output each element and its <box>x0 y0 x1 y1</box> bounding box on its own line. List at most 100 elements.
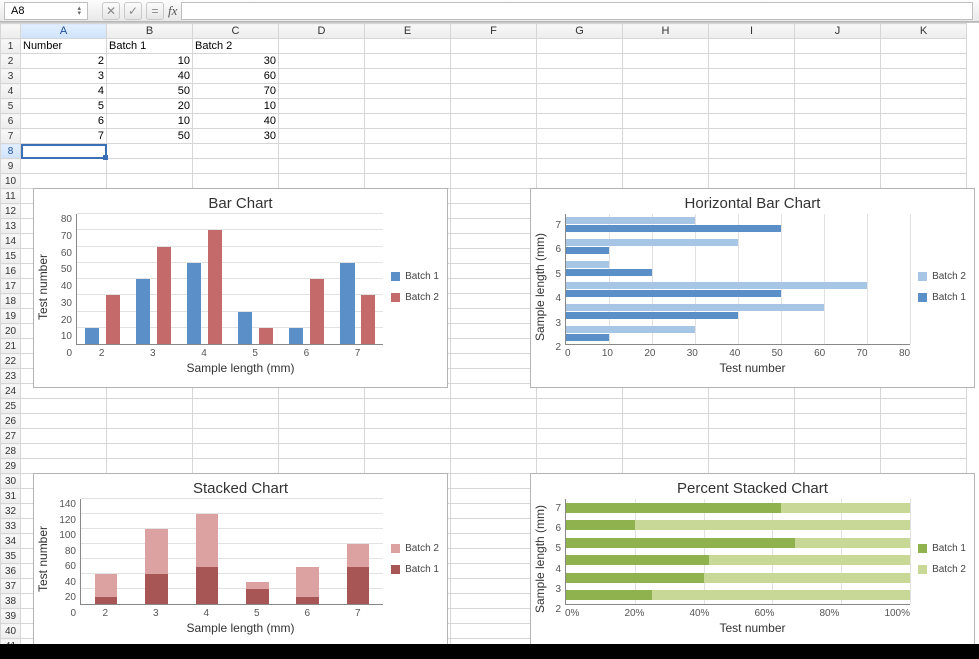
cell[interactable] <box>451 444 537 459</box>
cell[interactable] <box>881 129 967 144</box>
cell[interactable] <box>795 99 881 114</box>
cell[interactable] <box>365 114 451 129</box>
cell[interactable] <box>107 444 193 459</box>
cell[interactable]: Number <box>21 39 107 54</box>
cell[interactable] <box>623 99 709 114</box>
cell[interactable]: 6 <box>21 114 107 129</box>
row-header[interactable]: 7 <box>1 129 21 144</box>
cell[interactable] <box>709 429 795 444</box>
column-header[interactable]: B <box>107 24 193 39</box>
cell[interactable] <box>537 69 623 84</box>
row-header[interactable]: 32 <box>1 504 21 519</box>
cell[interactable] <box>451 459 537 474</box>
cell[interactable] <box>107 399 193 414</box>
cell[interactable] <box>623 39 709 54</box>
cell[interactable] <box>537 144 623 159</box>
cell[interactable] <box>193 444 279 459</box>
cell[interactable] <box>451 579 537 594</box>
row-header[interactable]: 22 <box>1 354 21 369</box>
cell[interactable] <box>451 384 537 399</box>
column-header[interactable]: K <box>881 24 967 39</box>
row-header[interactable]: 10 <box>1 174 21 189</box>
cell[interactable] <box>365 174 451 189</box>
cell[interactable] <box>279 144 365 159</box>
cell[interactable] <box>537 99 623 114</box>
cell[interactable]: 7 <box>21 129 107 144</box>
cell[interactable] <box>193 414 279 429</box>
cell[interactable] <box>451 624 537 639</box>
cell[interactable]: 10 <box>107 54 193 69</box>
cell[interactable] <box>365 444 451 459</box>
cell[interactable] <box>709 144 795 159</box>
accept-entry-button[interactable]: ✓ <box>124 2 142 20</box>
cell[interactable] <box>623 174 709 189</box>
cell[interactable] <box>451 204 537 219</box>
cell[interactable] <box>193 159 279 174</box>
cell[interactable] <box>279 159 365 174</box>
row-header[interactable]: 35 <box>1 549 21 564</box>
cell[interactable] <box>279 459 365 474</box>
row-header[interactable]: 2 <box>1 54 21 69</box>
cell[interactable] <box>795 459 881 474</box>
cell[interactable] <box>451 429 537 444</box>
cell[interactable] <box>107 459 193 474</box>
cell[interactable] <box>709 399 795 414</box>
cell[interactable]: 5 <box>21 99 107 114</box>
cell[interactable] <box>451 129 537 144</box>
cell[interactable] <box>537 429 623 444</box>
cell[interactable] <box>537 159 623 174</box>
cell[interactable] <box>279 129 365 144</box>
row-header[interactable]: 27 <box>1 429 21 444</box>
cell[interactable]: 10 <box>107 114 193 129</box>
row-header[interactable]: 36 <box>1 564 21 579</box>
cell[interactable] <box>451 549 537 564</box>
row-header[interactable]: 15 <box>1 249 21 264</box>
cancel-entry-button[interactable]: ✕ <box>102 2 120 20</box>
cell[interactable] <box>365 54 451 69</box>
cell[interactable] <box>193 174 279 189</box>
cell[interactable] <box>451 489 537 504</box>
cell[interactable] <box>451 534 537 549</box>
cell[interactable] <box>21 444 107 459</box>
cell[interactable] <box>365 69 451 84</box>
cell[interactable] <box>21 159 107 174</box>
stacked-chart-embed[interactable]: Stacked Chart Test number 14012010080604… <box>33 473 448 648</box>
cell[interactable] <box>451 324 537 339</box>
cell[interactable] <box>451 174 537 189</box>
cell[interactable] <box>451 399 537 414</box>
cell[interactable] <box>451 84 537 99</box>
cell[interactable]: 50 <box>107 84 193 99</box>
cell[interactable] <box>451 264 537 279</box>
cell[interactable] <box>21 459 107 474</box>
cell[interactable] <box>193 144 279 159</box>
row-header[interactable]: 31 <box>1 489 21 504</box>
cell[interactable] <box>451 144 537 159</box>
cell[interactable] <box>279 39 365 54</box>
cell[interactable] <box>709 129 795 144</box>
cell[interactable] <box>365 99 451 114</box>
cell[interactable] <box>193 459 279 474</box>
cell[interactable] <box>451 69 537 84</box>
cell[interactable] <box>881 69 967 84</box>
cell[interactable]: 30 <box>193 129 279 144</box>
cell[interactable] <box>193 399 279 414</box>
row-header[interactable]: 28 <box>1 444 21 459</box>
cell[interactable] <box>795 399 881 414</box>
cell[interactable] <box>451 189 537 204</box>
cell[interactable] <box>451 39 537 54</box>
cell[interactable] <box>451 294 537 309</box>
row-header[interactable]: 17 <box>1 279 21 294</box>
column-header[interactable]: D <box>279 24 365 39</box>
cell[interactable] <box>709 69 795 84</box>
cell[interactable]: 40 <box>107 69 193 84</box>
cell[interactable] <box>537 174 623 189</box>
cell[interactable] <box>451 564 537 579</box>
cell[interactable] <box>795 159 881 174</box>
cell[interactable]: 60 <box>193 69 279 84</box>
formula-input[interactable] <box>181 2 973 20</box>
row-header[interactable]: 40 <box>1 624 21 639</box>
row-header[interactable]: 14 <box>1 234 21 249</box>
cell[interactable] <box>795 174 881 189</box>
row-header[interactable]: 16 <box>1 264 21 279</box>
row-header[interactable]: 6 <box>1 114 21 129</box>
